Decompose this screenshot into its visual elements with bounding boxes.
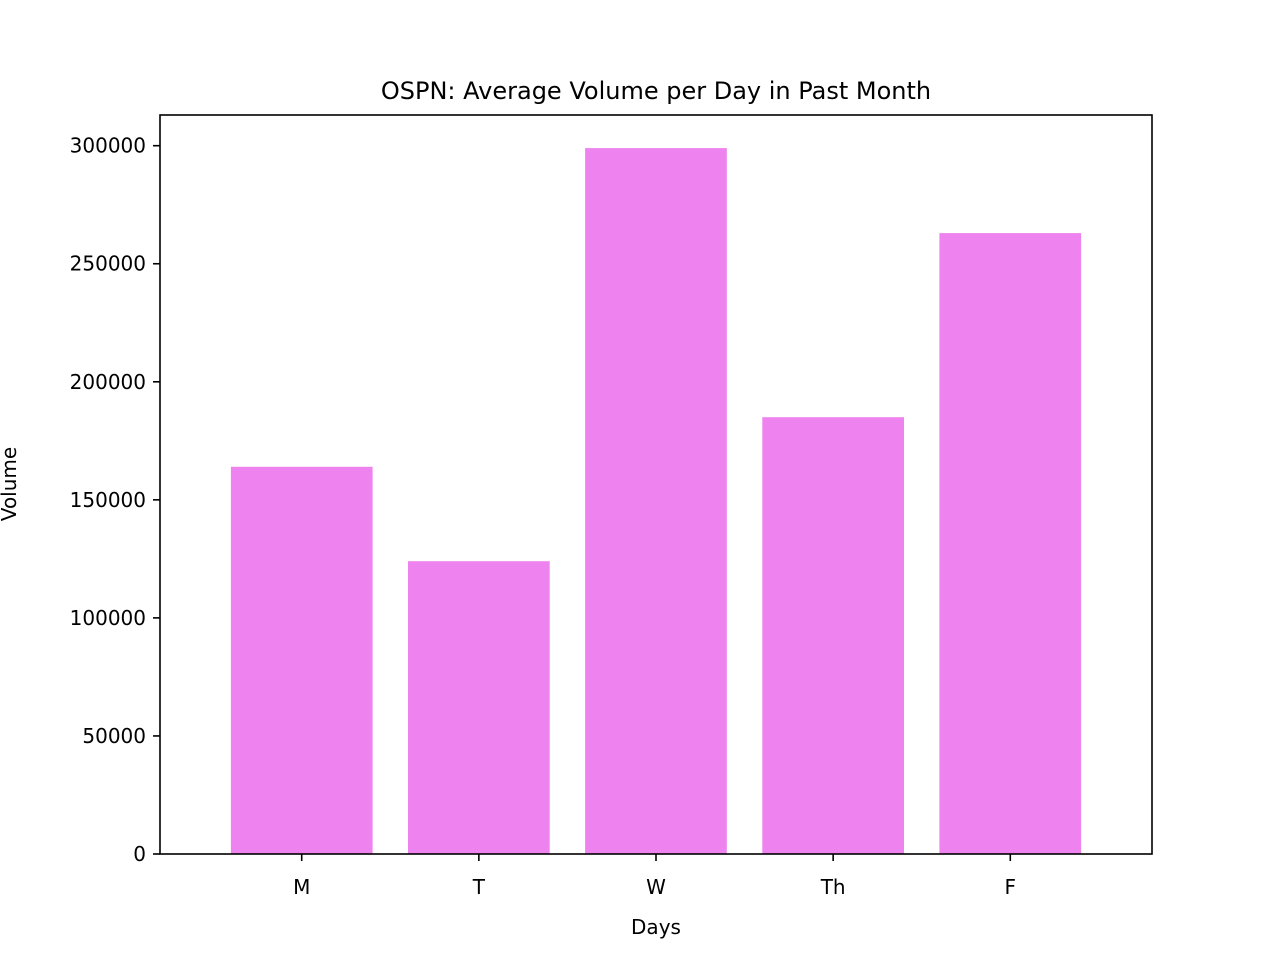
x-tick-label: Th bbox=[820, 875, 846, 899]
plot-frame bbox=[159, 114, 1153, 855]
x-axis-label: Days bbox=[631, 915, 681, 939]
y-tick-label: 200000 bbox=[70, 370, 146, 394]
bar-th bbox=[762, 417, 904, 854]
bar-f bbox=[939, 233, 1082, 855]
chart-title: OSPN: Average Volume per Day in Past Mon… bbox=[381, 77, 931, 105]
bar-w bbox=[585, 148, 727, 855]
y-tick-label: 250000 bbox=[70, 252, 146, 276]
y-tick-label: 300000 bbox=[70, 134, 146, 158]
y-axis-ticks: 0 50000 100000 150000 200000 250000 300000 bbox=[70, 134, 160, 866]
y-axis-label: Volume bbox=[0, 447, 21, 521]
x-tick-label: M bbox=[293, 875, 310, 899]
x-tick-label: F bbox=[1005, 875, 1017, 899]
x-tick-label: T bbox=[472, 875, 486, 899]
bar-t bbox=[408, 561, 550, 854]
bar-m bbox=[230, 466, 373, 854]
y-tick-label: 0 bbox=[133, 842, 146, 866]
x-tick-label: W bbox=[646, 875, 666, 899]
y-tick-label: 100000 bbox=[70, 606, 146, 630]
y-tick-label: 50000 bbox=[82, 724, 146, 748]
y-tick-label: 150000 bbox=[70, 488, 146, 512]
x-axis-ticks: M T W Th F bbox=[293, 854, 1016, 899]
bars-group bbox=[230, 148, 1082, 855]
